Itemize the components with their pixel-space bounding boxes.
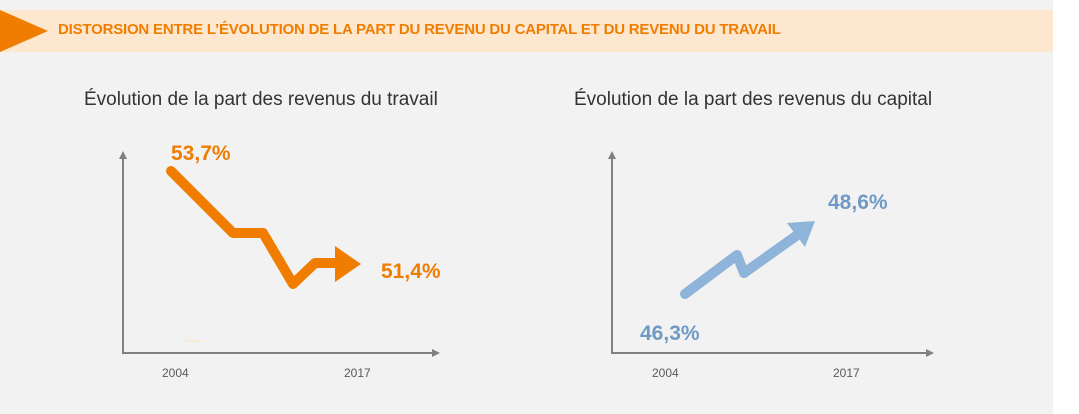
chart-title-capital: Évolution de la part des revenus du capi…: [574, 89, 933, 110]
chart-title-labour: Évolution de la part des revenus du trav…: [84, 89, 438, 110]
chart-capital: 46,3% 48,6% 2004 2017: [608, 151, 934, 380]
trend-line-labour: [166, 166, 342, 289]
trend-arrowhead-capital: [787, 221, 815, 247]
trend-line-capital: [680, 231, 801, 299]
header-banner: [0, 10, 1053, 52]
x-tick-start: 2004: [652, 366, 679, 380]
data-label-start: 53,7%: [171, 142, 231, 165]
x-tick-end: 2017: [344, 366, 371, 380]
trend-arrowhead-labour: [335, 246, 361, 282]
x-tick-end: 2017: [833, 366, 860, 380]
banner-arrow-icon: [0, 10, 48, 52]
chart-labour: 53,7% 51,4% 2004 2017: [119, 142, 441, 380]
x-tick-start: 2004: [162, 366, 189, 380]
chart-panel: [0, 0, 1053, 414]
banner-title: DISTORSION ENTRE L’ÉVOLUTION DE LA PART …: [58, 21, 781, 38]
data-label-end: 51,4%: [381, 260, 441, 283]
data-label-start: 46,3%: [640, 322, 700, 345]
data-label-end: 48,6%: [828, 191, 888, 214]
